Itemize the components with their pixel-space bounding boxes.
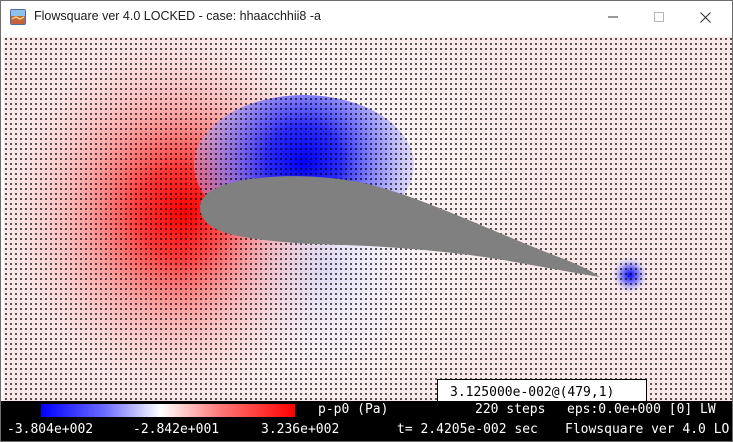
- flow-field-canvas[interactable]: 3.125000e-002@(479,1): [4, 37, 732, 401]
- close-button[interactable]: [682, 1, 728, 33]
- airfoil-shape: [200, 176, 600, 277]
- flowsquare-app-icon[interactable]: [10, 9, 26, 25]
- colorbar-max: 3.236e+002: [261, 422, 340, 437]
- simulation-time: t= 2.4205e-002 sec: [397, 422, 538, 437]
- colorbar-mid: -2.842e+001: [133, 422, 220, 437]
- maximize-button[interactable]: [636, 1, 682, 33]
- status-bar: p-p0 (Pa) 220 steps eps:0.0e+000 [0] LW …: [1, 401, 732, 441]
- minimize-icon: [608, 16, 618, 18]
- window-title: Flowsquare ver 4.0 LOCKED - case: hhaacc…: [34, 9, 321, 23]
- eps-readout: eps:0.0e+000 [0] LW: [567, 402, 716, 417]
- maximize-icon: [654, 12, 664, 22]
- minimize-button[interactable]: [590, 1, 636, 33]
- probe-readout: 3.125000e-002@(479,1): [437, 379, 647, 401]
- pressure-colorbar: [41, 404, 295, 417]
- variable-label: p-p0 (Pa): [318, 402, 389, 417]
- pressure-field-plot: [4, 37, 732, 401]
- title-bar[interactable]: Flowsquare ver 4.0 LOCKED - case: hhaacc…: [1, 1, 732, 33]
- close-icon: [699, 11, 711, 23]
- colorbar-min: -3.804e+002: [7, 422, 94, 437]
- program-version: Flowsquare ver 4.0 LO: [565, 422, 730, 437]
- step-count: 220 steps: [475, 402, 546, 417]
